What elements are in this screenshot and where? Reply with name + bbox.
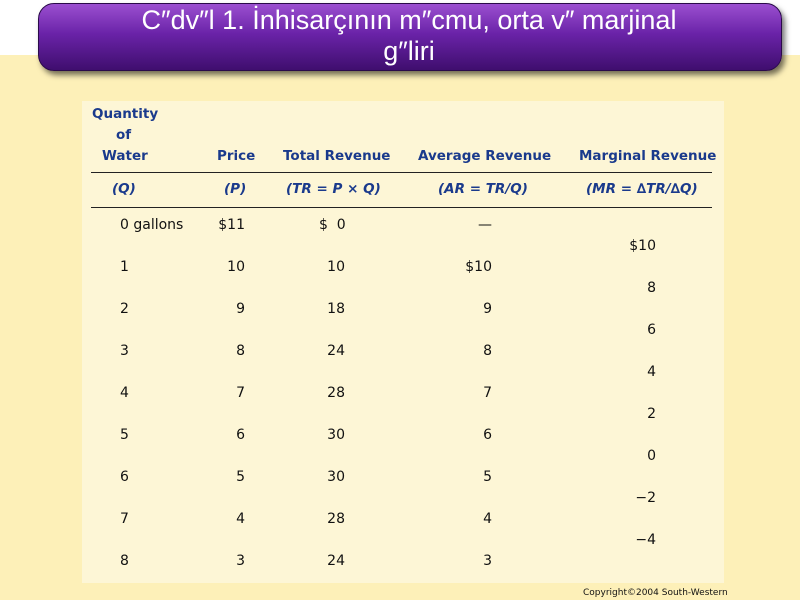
cell-average-revenue: 8	[483, 343, 492, 359]
cell-marginal-revenue: −2	[635, 490, 656, 506]
header-marginal-revenue: Marginal Revenue	[579, 148, 717, 164]
cell-price: 5	[236, 469, 245, 485]
header-rule-top	[91, 172, 712, 173]
header-rule-bottom	[91, 207, 712, 208]
cell-average-revenue: 7	[483, 385, 492, 401]
cell-average-revenue: 4	[483, 511, 492, 527]
cell-price: $11	[218, 217, 245, 233]
cell-total-revenue: 24	[327, 343, 345, 359]
title-line-2: g″liri	[383, 36, 435, 66]
formula-average-revenue: (AR = TR/Q)	[438, 181, 528, 197]
title-bar	[38, 3, 782, 71]
cell-marginal-revenue: $10	[629, 238, 656, 254]
header-quantity-2: of	[116, 127, 132, 143]
title-line-1: C″dv″l 1. İnhisarçının m″cmu, orta v″ ma…	[141, 5, 677, 35]
cell-marginal-revenue: 2	[647, 406, 656, 422]
cell-total-revenue: 28	[327, 511, 345, 527]
cell-quantity: 2	[120, 301, 129, 317]
table-panel	[82, 101, 724, 583]
header-quantity-1: Quantity	[92, 106, 159, 122]
cell-total-revenue: 24	[327, 553, 345, 569]
formula-marginal-revenue: (MR = ∆TR/∆Q)	[586, 181, 698, 197]
cell-total-revenue: 30	[327, 427, 345, 443]
cell-average-revenue: 9	[483, 301, 492, 317]
cell-marginal-revenue: −4	[635, 532, 656, 548]
cell-quantity: 0 gallons	[120, 217, 184, 233]
cell-average-revenue: 3	[483, 553, 492, 569]
cell-total-revenue: 30	[327, 469, 345, 485]
cell-price: 10	[227, 259, 245, 275]
header-quantity-3: Water	[102, 148, 148, 164]
slide-title: C″dv″l 1. İnhisarçının m″cmu, orta v″ ma…	[38, 3, 780, 69]
cell-marginal-revenue: 0	[647, 448, 656, 464]
cell-total-revenue: $ 0	[319, 217, 346, 233]
cell-price: 8	[236, 343, 245, 359]
cell-price: 3	[236, 553, 245, 569]
cell-quantity: 1	[120, 259, 129, 275]
header-total-revenue: Total Revenue	[283, 148, 391, 164]
cell-quantity: 5	[120, 427, 129, 443]
cell-total-revenue: 10	[327, 259, 345, 275]
cell-quantity: 7	[120, 511, 129, 527]
cell-average-revenue: 6	[483, 427, 492, 443]
cell-price: 4	[236, 511, 245, 527]
formula-total-revenue: (TR = P × Q)	[286, 181, 381, 197]
cell-marginal-revenue: 4	[647, 364, 656, 380]
cell-price: 9	[236, 301, 245, 317]
formula-price: (P)	[224, 181, 247, 197]
formula-quantity: (Q)	[112, 181, 136, 197]
header-price: Price	[217, 148, 256, 164]
cell-quantity: 4	[120, 385, 129, 401]
cell-price: 7	[236, 385, 245, 401]
cell-quantity: 6	[120, 469, 129, 485]
cell-total-revenue: 28	[327, 385, 345, 401]
cell-quantity: 3	[120, 343, 129, 359]
cell-average-revenue: —	[478, 217, 492, 233]
cell-marginal-revenue: 6	[647, 322, 656, 338]
cell-total-revenue: 18	[327, 301, 345, 317]
cell-average-revenue: $10	[465, 259, 492, 275]
copyright-notice: Copyright©2004 South-Western	[583, 588, 728, 598]
cell-price: 6	[236, 427, 245, 443]
cell-marginal-revenue: 8	[647, 280, 656, 296]
cell-quantity: 8	[120, 553, 129, 569]
cell-average-revenue: 5	[483, 469, 492, 485]
header-average-revenue: Average Revenue	[418, 148, 552, 164]
